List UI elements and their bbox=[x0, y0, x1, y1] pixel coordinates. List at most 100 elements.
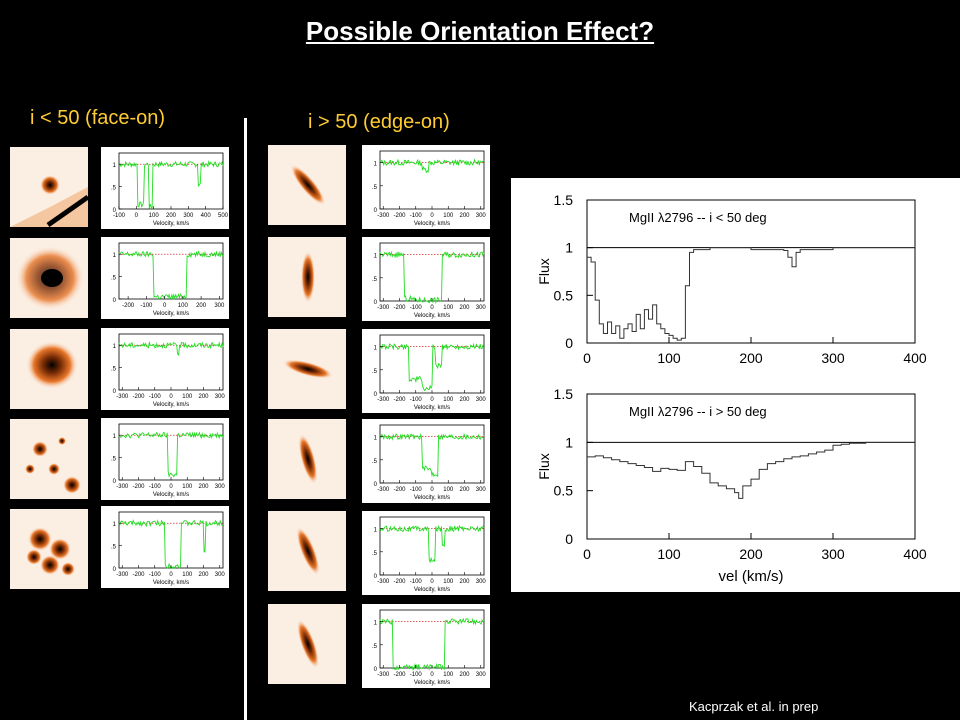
x-tick-label: 0 bbox=[169, 394, 173, 400]
y-tick-label: 0 bbox=[374, 392, 378, 398]
x-tick-label: -100 bbox=[113, 213, 126, 219]
x-tick-label: 500 bbox=[218, 213, 229, 219]
x-tick-label: 200 bbox=[459, 213, 470, 219]
y-tick-label: 0 bbox=[374, 667, 378, 673]
x-tick-label: 0 bbox=[169, 484, 173, 490]
x-axis-label: Velocity, km/s bbox=[414, 495, 450, 501]
y-tick-label: .5 bbox=[111, 186, 117, 192]
page-title: Possible Orientation Effect? bbox=[305, 16, 655, 46]
y-tick-label: 1.5 bbox=[554, 386, 574, 402]
y-tick-label: 0 bbox=[374, 208, 378, 214]
x-tick-label: -100 bbox=[410, 213, 423, 219]
x-tick-label: 100 bbox=[657, 350, 681, 366]
x-tick-label: 300 bbox=[215, 394, 226, 400]
galaxy-image-edge-on-galaxy bbox=[268, 511, 346, 591]
x-tick-label: -200 bbox=[393, 672, 406, 678]
x-tick-label: -100 bbox=[410, 305, 423, 311]
x-tick-label: 300 bbox=[476, 305, 487, 311]
x-tick-label: 100 bbox=[657, 546, 681, 562]
galaxy-image-edge-on-galaxy bbox=[268, 419, 346, 499]
x-tick-label: 400 bbox=[201, 213, 212, 219]
x-axis-label: Velocity, km/s bbox=[414, 680, 450, 686]
x-tick-label: 0 bbox=[430, 213, 434, 219]
galaxy-image-clumpy-galaxy bbox=[10, 419, 88, 499]
y-tick-label: 0 bbox=[565, 335, 573, 351]
x-tick-label: 400 bbox=[903, 546, 927, 562]
y-tick-label: 1.5 bbox=[554, 192, 574, 208]
x-tick-label: -100 bbox=[149, 572, 162, 578]
spectrum-line bbox=[379, 524, 485, 563]
x-tick-label: 0 bbox=[135, 213, 139, 219]
face-on-spectrum: 1.5 0 -300 -200 -100 0 100 200 300 Velocity, km/s bbox=[101, 506, 229, 588]
y-tick-label: 1 bbox=[113, 522, 117, 528]
x-tick-label: -200 bbox=[393, 487, 406, 493]
y-tick-label: 1 bbox=[374, 162, 378, 168]
x-tick-label: 200 bbox=[459, 305, 470, 311]
y-tick-label: 0.5 bbox=[554, 287, 574, 303]
x-tick-label: 0 bbox=[430, 579, 434, 585]
y-tick-label: .5 bbox=[111, 457, 117, 463]
spectrum-line bbox=[379, 342, 485, 392]
column-divider bbox=[244, 118, 247, 720]
y-tick-label: .5 bbox=[372, 459, 378, 465]
galaxy-image-compact-bright-galaxy bbox=[10, 147, 88, 227]
galaxy-image-edge-on-galaxy bbox=[268, 329, 346, 409]
credit-text: Kacprzak et al. in prep bbox=[689, 699, 819, 714]
x-tick-label: 300 bbox=[476, 487, 487, 493]
y-tick-label: 0 bbox=[374, 300, 378, 306]
galaxy-image-edge-on-galaxy bbox=[268, 604, 346, 684]
x-tick-label: 400 bbox=[903, 350, 927, 366]
x-tick-label: -200 bbox=[393, 397, 406, 403]
x-tick-label: 100 bbox=[182, 484, 193, 490]
mgii-spectra-panel: 0 0.5 1 1.5 0 100 200 300 400 MgII λ2796 -- i < 5… bbox=[511, 178, 960, 592]
x-tick-label: -100 bbox=[410, 579, 423, 585]
x-tick-label: 300 bbox=[215, 484, 226, 490]
x-tick-label: 200 bbox=[196, 303, 207, 309]
x-axis-label: Velocity, km/s bbox=[153, 580, 189, 586]
x-tick-label: 100 bbox=[443, 579, 454, 585]
x-tick-label: -200 bbox=[132, 394, 145, 400]
x-tick-label: 300 bbox=[476, 579, 487, 585]
y-tick-label: .5 bbox=[111, 367, 117, 373]
x-tick-label: -100 bbox=[140, 303, 153, 309]
spectrum-line bbox=[118, 519, 224, 570]
y-tick-label: 0 bbox=[113, 389, 117, 395]
x-tick-label: -300 bbox=[377, 672, 390, 678]
x-axis-label: vel (km/s) bbox=[719, 568, 784, 585]
x-tick-label: 100 bbox=[178, 303, 189, 309]
y-tick-label: 0 bbox=[374, 482, 378, 488]
x-tick-label: 200 bbox=[459, 487, 470, 493]
spectrum-line bbox=[118, 159, 224, 210]
x-tick-label: 100 bbox=[443, 487, 454, 493]
spectrum-line bbox=[379, 617, 485, 671]
x-tick-label: -200 bbox=[393, 579, 406, 585]
x-tick-label: 300 bbox=[214, 303, 225, 309]
spectrum-line bbox=[379, 250, 485, 304]
y-tick-label: .5 bbox=[111, 276, 117, 282]
y-axis-label: Flux bbox=[536, 258, 552, 284]
x-tick-label: 200 bbox=[459, 672, 470, 678]
x-tick-label: 200 bbox=[459, 579, 470, 585]
x-axis-label: Velocity, km/s bbox=[153, 402, 189, 408]
y-tick-label: 1 bbox=[374, 346, 378, 352]
x-axis-label: Velocity, km/s bbox=[414, 405, 450, 411]
y-tick-label: 1 bbox=[565, 434, 573, 450]
edge-on-spectrum: 1.5 0 -300 -200 -100 0 100 200 300 Velocity, km/s bbox=[362, 145, 490, 229]
x-tick-label: 200 bbox=[166, 213, 177, 219]
x-tick-label: -300 bbox=[116, 394, 129, 400]
face-on-spectrum: 1 .5 0 -200 -100 0 100 200 300 Velocity, km/s bbox=[101, 237, 229, 319]
spectrum-line bbox=[118, 250, 224, 300]
galaxy-image-edge-on-galaxy bbox=[268, 237, 346, 317]
mgii-panel-1: 0 0.5 1 1.5 0 100 200 300 400 MgII λ2796 -- i < 5… bbox=[536, 192, 927, 366]
x-tick-label: -200 bbox=[132, 572, 145, 578]
y-axis-label: Flux bbox=[536, 453, 552, 479]
galaxy-image-edge-on-galaxy bbox=[268, 145, 346, 225]
x-tick-label: 100 bbox=[443, 213, 454, 219]
y-tick-label: .5 bbox=[111, 545, 117, 551]
face-on-spectrum: 1.5 0 -100 0 100 200 300 400 500 Velocity, km/s bbox=[101, 147, 229, 229]
y-tick-label: 1 bbox=[374, 621, 378, 627]
y-tick-label: 0 bbox=[565, 531, 573, 547]
x-tick-label: -200 bbox=[122, 303, 135, 309]
x-tick-label: 300 bbox=[476, 213, 487, 219]
x-tick-label: 200 bbox=[739, 546, 763, 562]
